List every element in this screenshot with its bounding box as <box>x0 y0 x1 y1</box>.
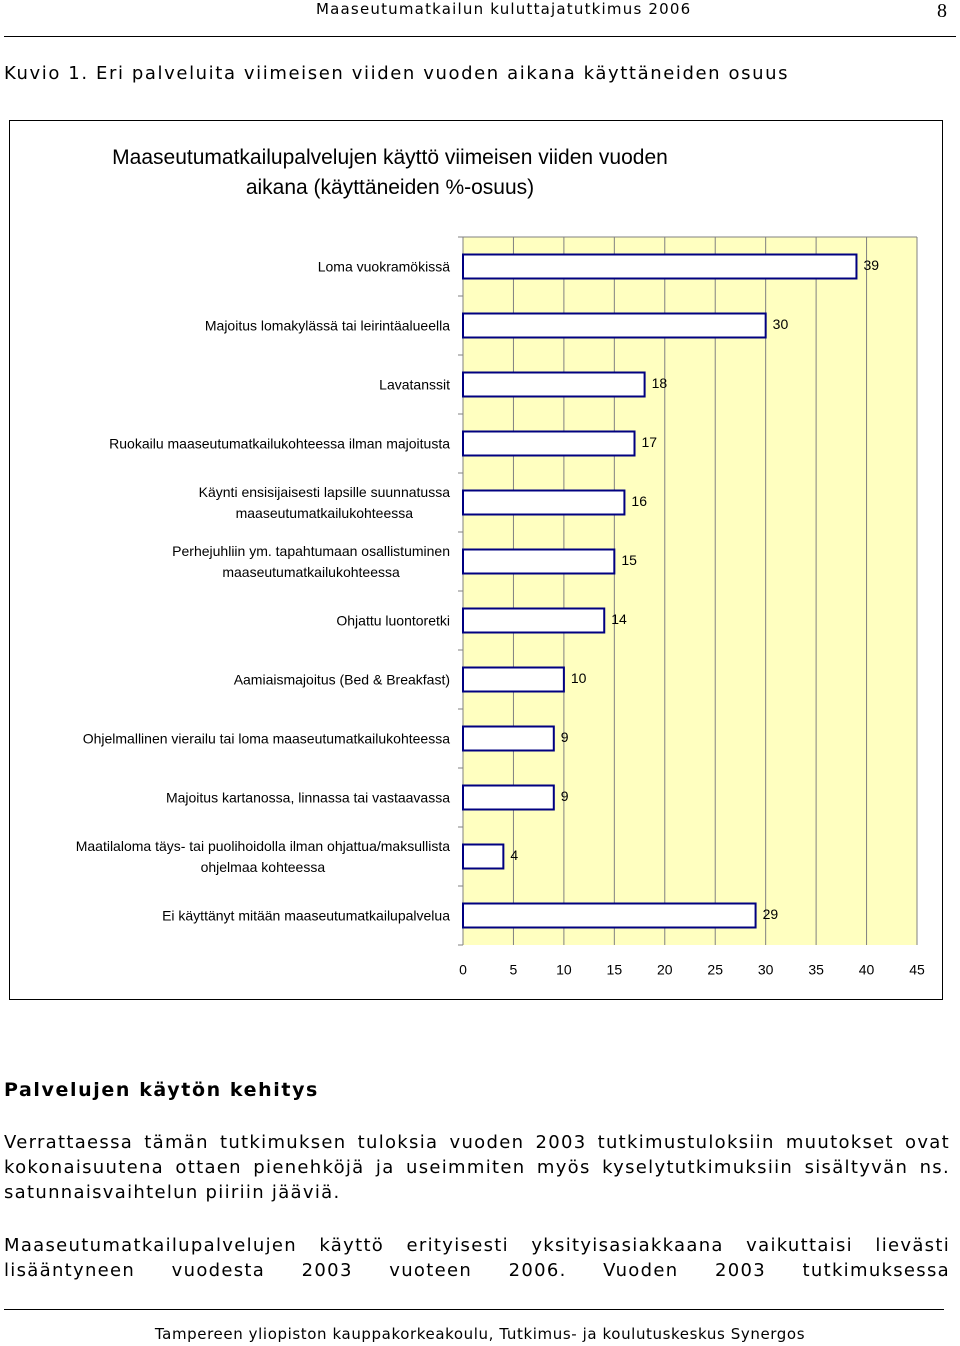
value-label: 9 <box>561 729 569 745</box>
bar <box>462 902 757 929</box>
y-tick-label: Majoitus kartanossa, linnassa tai vastaa… <box>165 789 450 805</box>
bar <box>462 371 646 398</box>
x-tick-label: 0 <box>459 962 467 978</box>
header-rule <box>4 36 956 37</box>
y-tick-label: Maatilaloma täys- tai puolihoidolla ilma… <box>75 837 450 875</box>
value-label: 39 <box>863 257 879 273</box>
bar <box>462 548 616 575</box>
value-label: 9 <box>561 788 569 804</box>
value-label: 10 <box>571 670 587 686</box>
x-tick-label: 25 <box>707 962 723 978</box>
plot-area <box>463 237 917 945</box>
x-tick-label: 30 <box>758 962 774 978</box>
x-tick-label: 45 <box>909 962 925 978</box>
caption: Kuvio 1. Eri palveluita viimeisen viiden… <box>4 63 790 84</box>
x-tick-label: 15 <box>607 962 623 978</box>
bar <box>462 253 858 280</box>
paragraph: Maaseutumatkailupalvelujen käyttö erityi… <box>4 1235 950 1281</box>
value-label: 30 <box>773 316 789 332</box>
y-tick-label: Ruokailu maaseutumatkailukohteessa ilman… <box>109 435 450 451</box>
bar <box>462 843 505 870</box>
y-tick-label: Majoitus lomakylässä tai leirintäalueell… <box>204 317 450 333</box>
value-label: 17 <box>642 434 658 450</box>
bar <box>462 666 565 693</box>
value-label: 29 <box>763 906 779 922</box>
chart-title: Maaseutumatkailupalvelujen käyttö viimei… <box>112 146 668 199</box>
value-label: 18 <box>652 375 668 391</box>
chart-frame <box>9 120 943 1000</box>
y-tick-label: Lavatanssit <box>379 376 450 392</box>
chart: 0 5 10 15 20 25 30 35 40 45 39 30 18 17 16 15 14 10 9 9 4 29 <box>458 236 925 978</box>
footer: Tampereen yliopiston kauppakorkeakoulu, … <box>154 1325 806 1343</box>
bar <box>462 430 636 457</box>
footer-rule <box>4 1309 944 1310</box>
y-tick-label: Ei käyttänyt mitään maaseutumatkailupalv… <box>162 907 450 923</box>
y-tick-label: Käynti ensisijaisesti lapsille suunnatus… <box>198 483 450 521</box>
header-title: Maaseutumatkailun kuluttajatutkimus 2006 <box>316 0 692 18</box>
y-tick-label: Aamiaismajoitus (Bed & Breakfast) <box>233 671 450 687</box>
paragraph: Verrattaessa tämän tutkimuksen tuloksia … <box>4 1132 950 1203</box>
x-tick-label: 5 <box>510 962 518 978</box>
value-label: 16 <box>631 493 647 509</box>
value-label: 15 <box>621 552 637 568</box>
y-tick-label: Perhejuhliin ym. tapahtumaan osallistumi… <box>172 542 450 580</box>
value-label: 14 <box>611 611 627 627</box>
y-tick-label: Ohjattu luontoretki <box>336 612 450 628</box>
y-tick-label: Ohjelmallinen vierailu tai loma maaseutu… <box>82 730 450 746</box>
x-tick-label: 20 <box>657 962 673 978</box>
x-tick-label: 35 <box>808 962 824 978</box>
bar <box>462 607 606 634</box>
bar <box>462 312 767 339</box>
x-tick-label: 10 <box>556 962 572 978</box>
bar <box>462 489 626 516</box>
value-label: 4 <box>510 847 518 863</box>
bar <box>462 725 555 752</box>
bar <box>462 784 555 811</box>
x-tick-label: 40 <box>859 962 875 978</box>
section-heading: Palvelujen käytön kehitys <box>4 1079 319 1101</box>
page-number: 8 <box>937 0 947 22</box>
y-tick-label: Loma vuokramökissä <box>317 258 450 274</box>
